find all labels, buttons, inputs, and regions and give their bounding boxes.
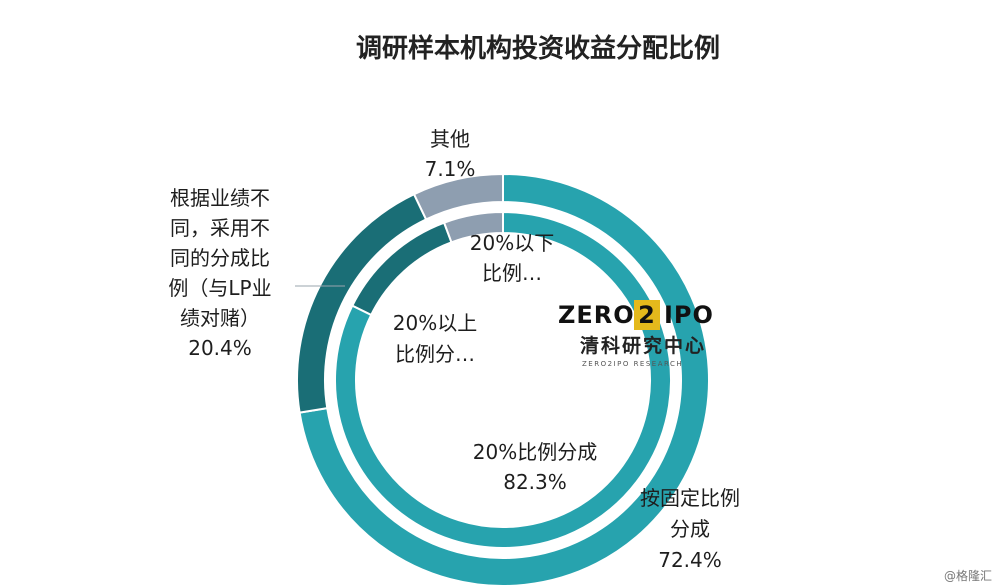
inner-slice-label-0: 20%比例分成 82.3% <box>473 440 597 494</box>
outer-slice-0 <box>298 172 710 587</box>
logo-name-mid: 2 <box>638 301 656 329</box>
logo-mark <box>634 300 660 330</box>
inner-slice-0 <box>334 210 672 549</box>
outer-slice-2 <box>412 172 504 221</box>
inner-slice-label-2: 20%以下比例… <box>470 231 554 285</box>
outer-slice-label-0: 按固定比例分成 72.4% <box>640 486 740 572</box>
chart-title: 调研样本机构投资收益分配比例 <box>356 33 720 64</box>
inner-ring <box>334 210 672 549</box>
logo-name-sub: ZERO2IPO RESEARCH <box>582 360 683 368</box>
outer-slice-label-2: 其他 7.1% <box>425 127 476 181</box>
logo-name-cn: 清科研究中心 <box>580 334 706 357</box>
zero2ipo-logo: ZERO 2 IPO 清科研究中心 ZERO2IPO RESEARCH <box>558 300 714 368</box>
slice-labels: 按固定比例分成 72.4% 根据业绩不同，采用不同的分成比例（与LP业绩对赌） 20.… <box>168 127 740 572</box>
inner-slice-label-1: 20%以上比例分… <box>393 311 477 366</box>
logo-name-right: IPO <box>664 301 714 329</box>
inner-slice-2 <box>442 210 504 244</box>
logo-name-left: ZERO <box>558 301 635 329</box>
outer-slice-label-1: 根据业绩不同，采用不同的分成比例（与LP业绩对赌） 20.4% <box>168 186 271 360</box>
watermark: @格隆汇 <box>944 568 992 583</box>
outer-ring <box>296 172 710 587</box>
